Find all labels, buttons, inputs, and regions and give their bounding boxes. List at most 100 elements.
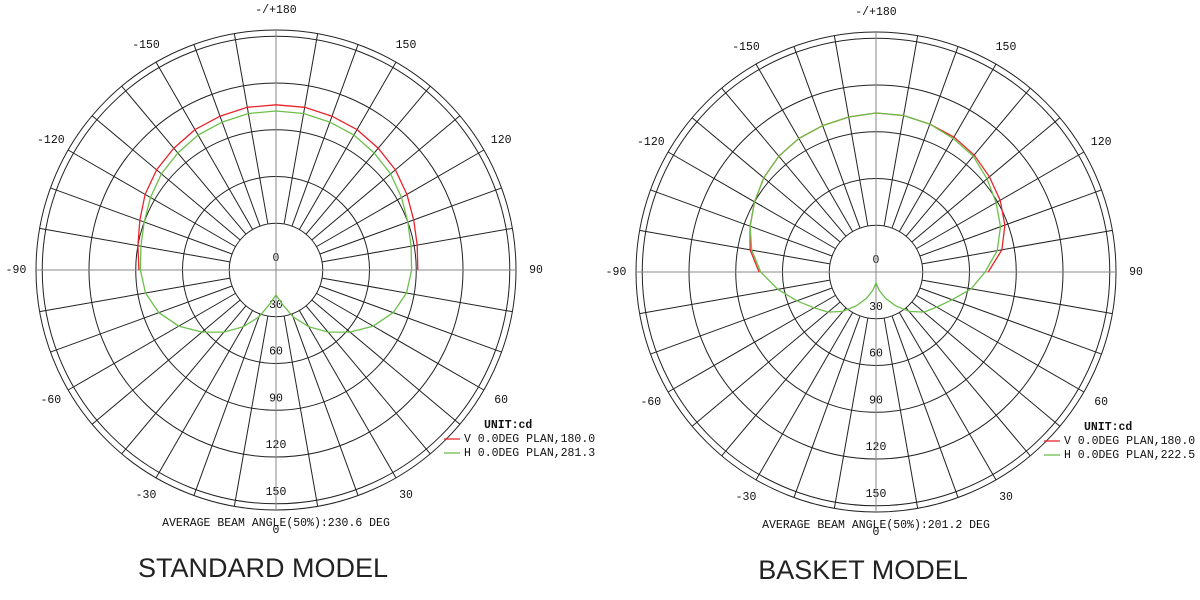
grid-spoke: [916, 294, 1085, 393]
angle-tick-label: 120: [1091, 136, 1112, 149]
grid-spoke: [91, 115, 241, 241]
angle-tick-label: 90: [529, 264, 543, 277]
angle-tick-label: 0: [873, 526, 880, 539]
grid-spoke: [311, 299, 461, 425]
series-line: [749, 112, 1002, 313]
angle-tick-label: 120: [491, 134, 512, 147]
grid-spoke: [316, 149, 485, 248]
grid-spoke: [721, 307, 847, 457]
angle-tick-label: -30: [136, 489, 157, 502]
grid-spoke: [667, 294, 836, 393]
grid-spoke: [291, 44, 359, 227]
angle-tick-label: -150: [132, 39, 160, 52]
grid-spoke: [39, 227, 231, 263]
legend-title: UNIT:cd: [1084, 421, 1132, 434]
grid-spoke: [298, 310, 397, 479]
grid-spoke: [316, 292, 485, 391]
grid-spoke: [39, 277, 231, 313]
angle-tick-label: -120: [37, 134, 65, 147]
chart-caption: STANDARD MODEL: [138, 553, 388, 583]
grid-spoke: [883, 35, 919, 227]
angle-tick-label: 90: [1129, 266, 1143, 279]
grid-spoke: [911, 301, 1061, 427]
grid-spoke: [911, 117, 1061, 243]
grid-spoke: [233, 315, 269, 507]
grid-spoke: [721, 87, 847, 237]
grid-spoke: [193, 44, 261, 227]
grid-spoke: [155, 61, 254, 230]
grid-spoke: [121, 305, 247, 455]
angle-tick-label: -30: [736, 491, 757, 504]
grid-spoke: [121, 85, 247, 235]
grid-spoke: [311, 115, 461, 241]
angle-tick-label: 60: [494, 394, 508, 407]
angle-tick-label: 60: [1094, 396, 1108, 409]
grid-spoke: [155, 310, 254, 479]
grid-spoke: [319, 187, 502, 255]
grid-spoke: [67, 149, 236, 248]
grid-spoke: [50, 285, 233, 353]
grid-spoke: [650, 189, 833, 257]
grid-spoke: [298, 61, 397, 230]
grid-spoke: [919, 287, 1102, 355]
angle-tick-label: 30: [999, 491, 1013, 504]
grid-spoke: [891, 315, 959, 498]
legend-label: V 0.0DEG PLAN,180.0: [1064, 435, 1195, 448]
angle-tick-label: -60: [40, 394, 61, 407]
grid-spoke: [283, 33, 319, 225]
angle-tick-label: 0: [273, 524, 280, 537]
angle-tick-label: -150: [732, 41, 760, 54]
angle-tick-label: 150: [396, 39, 417, 52]
grid-spoke: [283, 315, 319, 507]
angle-tick-label: -90: [606, 266, 627, 279]
grid-spoke: [919, 189, 1102, 257]
angle-tick-label: -120: [637, 136, 665, 149]
legend-label: H 0.0DEG PLAN,281.3: [464, 447, 595, 460]
grid-spoke: [650, 287, 833, 355]
grid-spoke: [898, 63, 997, 232]
grid-spoke: [67, 292, 236, 391]
grid-spoke: [833, 317, 869, 509]
annotation: AVERAGE BEAM ANGLE(50%):201.2 DEG: [762, 519, 990, 532]
grid-spoke: [891, 46, 959, 229]
grid-spoke: [193, 313, 261, 496]
grid-spoke: [898, 312, 997, 481]
angle-tick-label: 30: [399, 489, 413, 502]
legend-title: UNIT:cd: [484, 419, 532, 432]
grid-spoke: [50, 187, 233, 255]
angle-tick-label: -/+180: [855, 6, 897, 19]
legend-label: H 0.0DEG PLAN,222.5: [1064, 449, 1195, 462]
grid-spoke: [305, 305, 431, 455]
annotation: AVERAGE BEAM ANGLE(50%):230.6 DEG: [162, 517, 390, 530]
chart-caption: BASKET MODEL: [758, 555, 968, 585]
grid-spoke: [305, 85, 431, 235]
grid-spoke: [639, 229, 831, 265]
grid-spoke: [883, 317, 919, 509]
angle-tick-label: -/+180: [255, 4, 297, 17]
legend-label: V 0.0DEG PLAN,180.0: [464, 433, 595, 446]
grid-spoke: [755, 312, 854, 481]
grid-spoke: [833, 35, 869, 227]
grid-spoke: [321, 277, 513, 313]
series-line: [137, 104, 419, 271]
grid-spoke: [755, 63, 854, 232]
grid-spoke: [319, 285, 502, 353]
angle-tick-label: -90: [6, 264, 27, 277]
grid-spoke: [921, 279, 1113, 315]
grid-spoke: [691, 301, 841, 427]
grid-spoke: [667, 151, 836, 250]
grid-spoke: [793, 46, 861, 229]
angle-tick-label: -60: [640, 396, 661, 409]
angle-tick-label: 150: [996, 41, 1017, 54]
grid-spoke: [905, 87, 1031, 237]
grid-spoke: [691, 117, 841, 243]
grid-spoke: [233, 33, 269, 225]
grid-spoke: [793, 315, 861, 498]
grid-spoke: [91, 299, 241, 425]
grid-spoke: [639, 279, 831, 315]
grid-spoke: [291, 313, 359, 496]
series-line: [139, 110, 413, 333]
grid-spoke: [921, 229, 1113, 265]
